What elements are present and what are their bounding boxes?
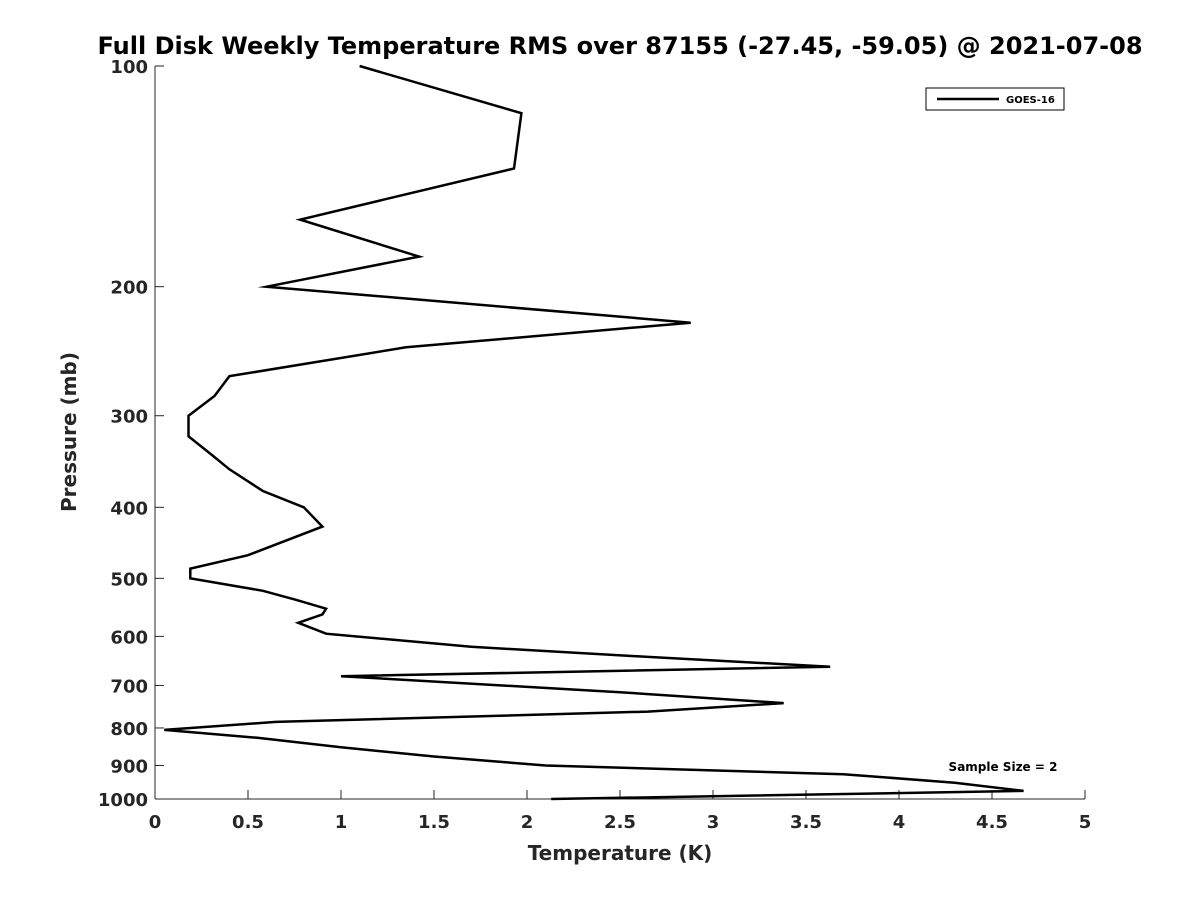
x-tick-label: 1.5 <box>418 812 450 833</box>
chart-title: Full Disk Weekly Temperature RMS over 87… <box>97 32 1142 60</box>
y-tick-label: 500 <box>110 569 148 590</box>
sample-size-note: Sample Size = 2 <box>949 760 1058 774</box>
y-tick-label: 700 <box>110 676 148 697</box>
y-tick-label: 300 <box>110 407 148 428</box>
legend: GOES-16 <box>925 87 1065 111</box>
legend-label-goes-16: GOES-16 <box>1006 95 1055 106</box>
x-tick-label: 5 <box>1079 812 1092 833</box>
x-tick-label: 2 <box>521 812 534 833</box>
y-tick-label: 400 <box>110 498 148 519</box>
y-tick-label: 200 <box>110 278 148 299</box>
plot-lines <box>164 64 1024 801</box>
x-tick-label: 3.5 <box>790 812 822 833</box>
x-tick-label: 3 <box>707 812 720 833</box>
y-tick-label: 1000 <box>98 790 148 811</box>
x-tick-label: 1 <box>335 812 348 833</box>
y-tick-label: 800 <box>110 719 148 740</box>
x-tick-label: 4.5 <box>976 812 1008 833</box>
x-axis-label: Temperature (K) <box>528 841 713 865</box>
y-tick-label: 100 <box>110 57 148 78</box>
x-tick-label: 2.5 <box>604 812 636 833</box>
plot-axes: 0 0.5 1 1.5 2 2.5 3 3.5 4 4.5 5 100 200 300 400 500 600 7… <box>98 57 1091 833</box>
series-line-goes-16 <box>164 64 1024 801</box>
x-tick-label: 4 <box>893 812 906 833</box>
y-tick-label: 900 <box>110 756 148 777</box>
y-tick-label: 600 <box>110 627 148 648</box>
x-tick-label: 0.5 <box>232 812 264 833</box>
x-tick-label: 0 <box>149 812 162 833</box>
y-axis-label: Pressure (mb) <box>57 352 81 512</box>
